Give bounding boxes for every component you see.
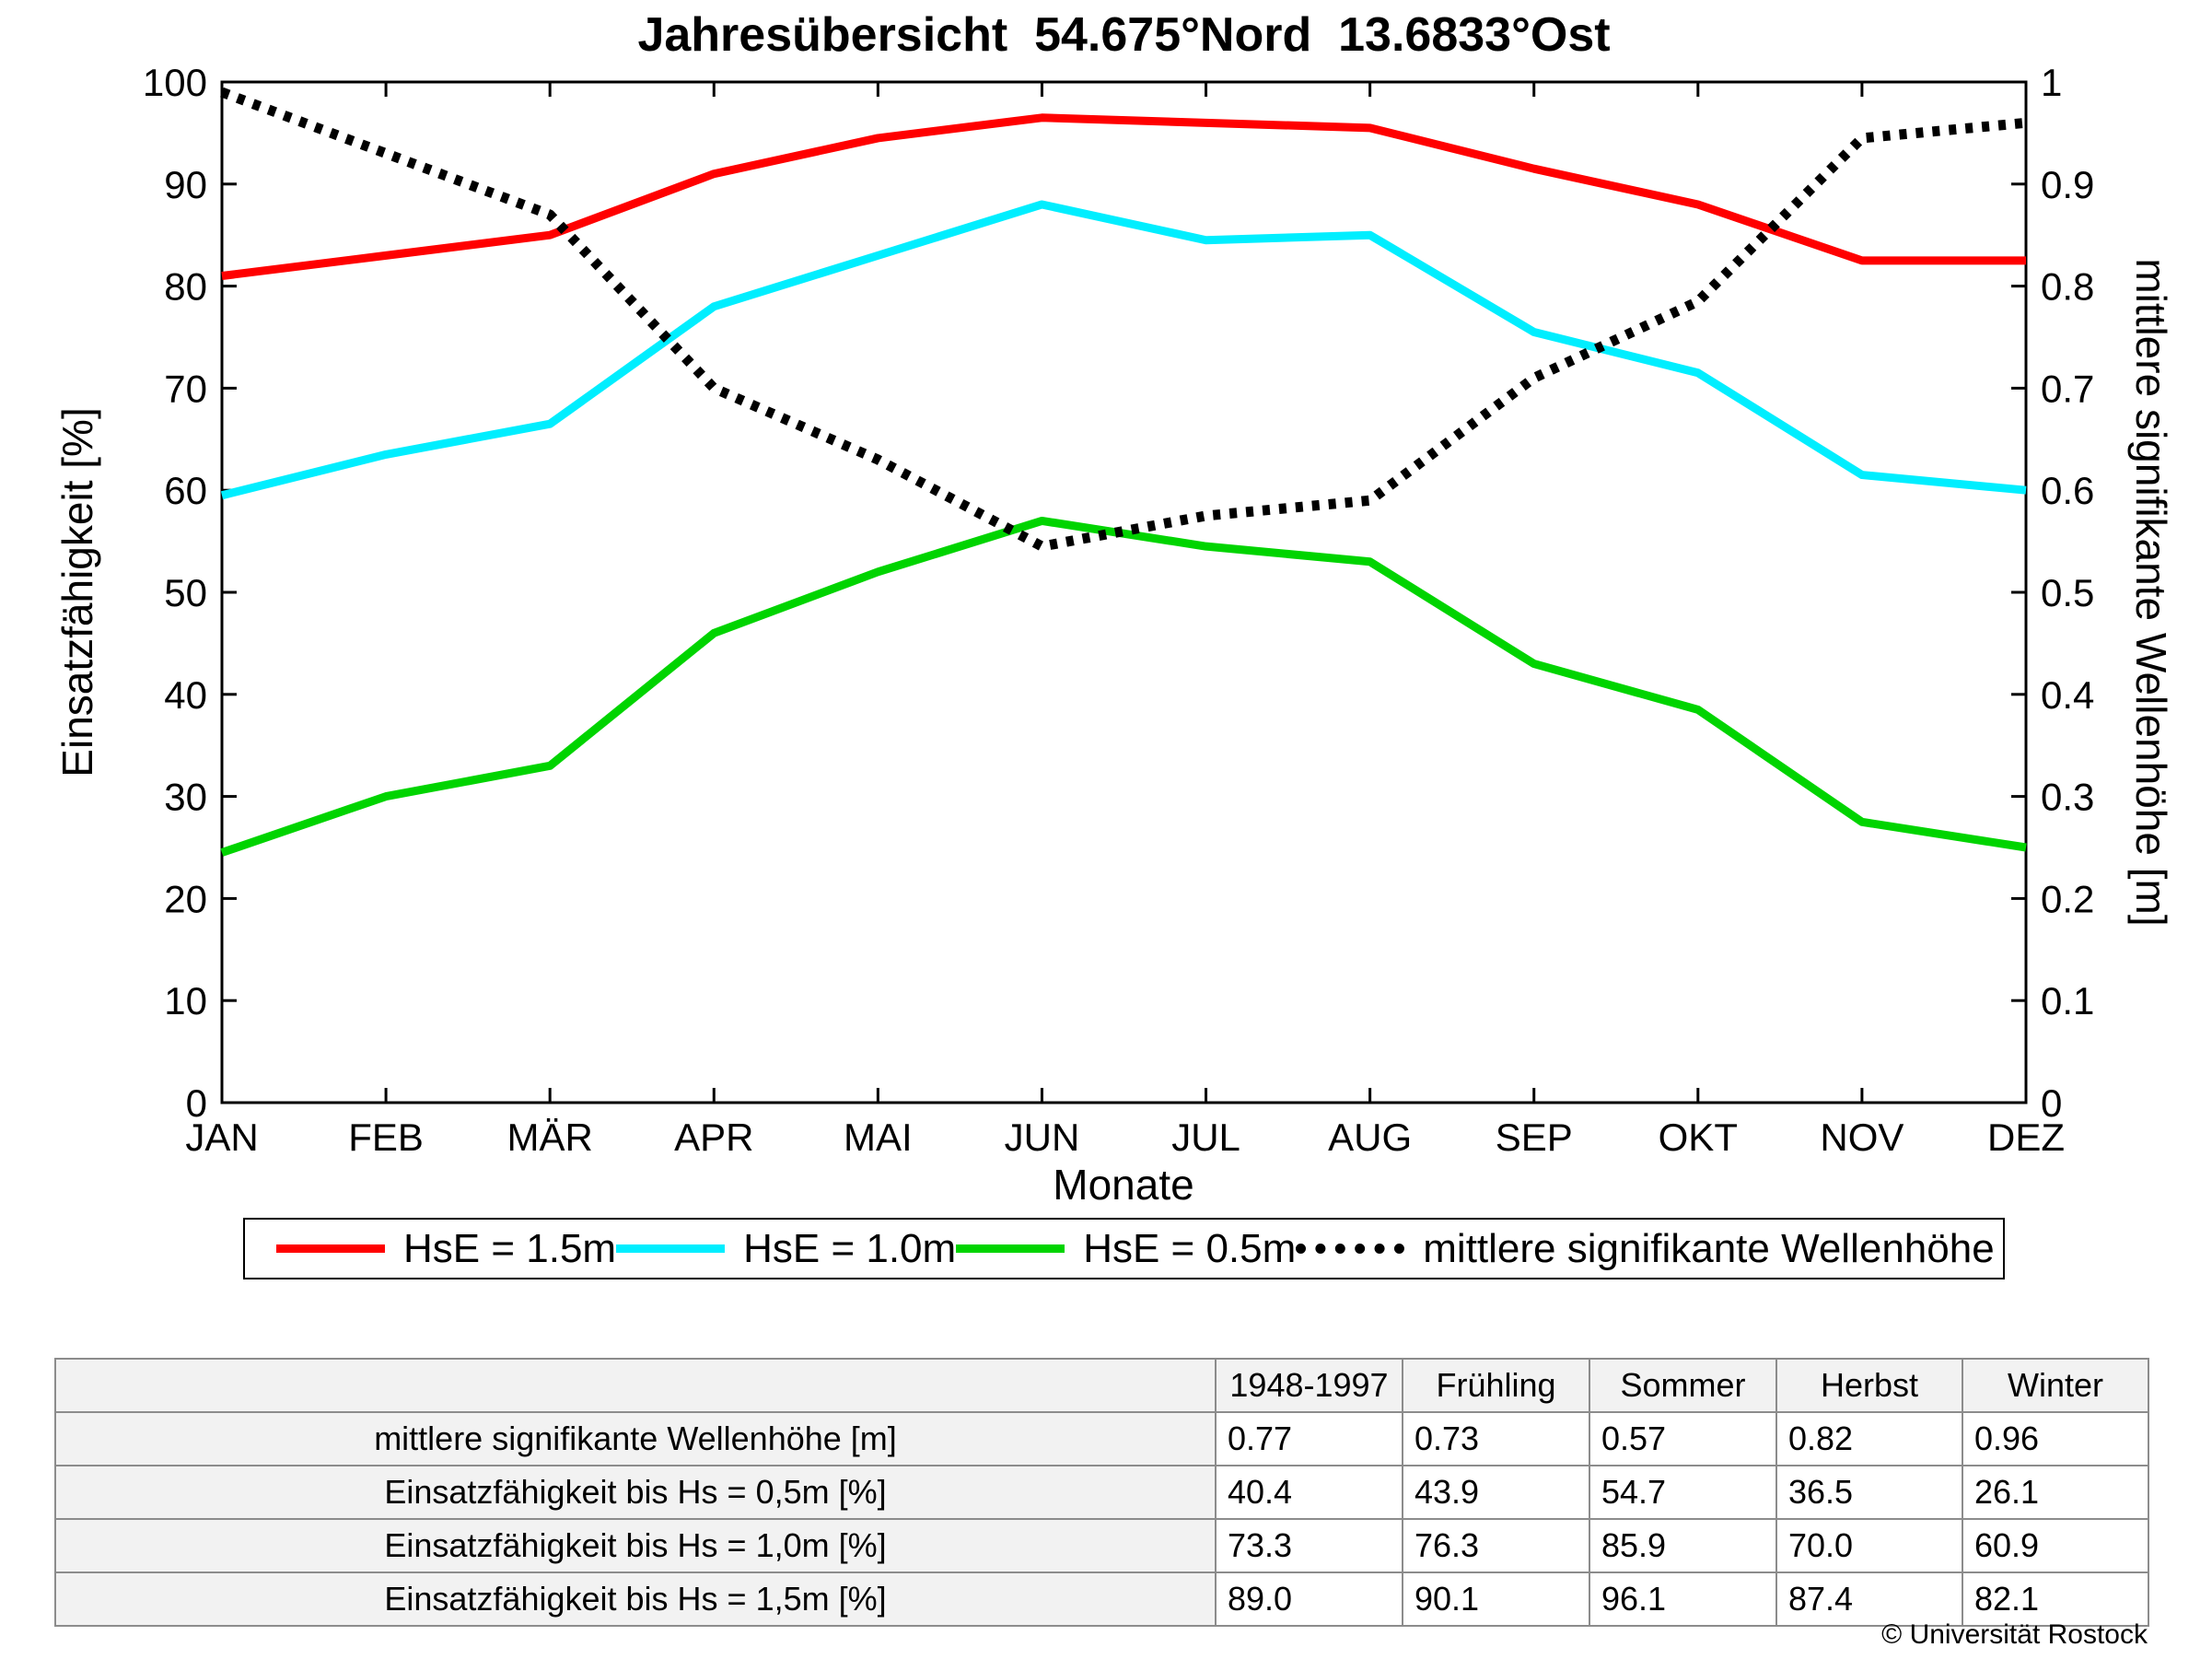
row-label: mittlere signifikante Wellenhöhe [m] bbox=[54, 1411, 1217, 1466]
y-axis-label-left: Einsatzfähigkeit [%] bbox=[53, 407, 101, 777]
y-tick-label-right: 0.2 bbox=[2041, 877, 2094, 920]
y-tick-label-right: 0.3 bbox=[2041, 776, 2094, 819]
y-tick-label-left: 60 bbox=[164, 469, 207, 512]
y-axis-label-right: mittlere signifikante Wellenhöhe [m] bbox=[2127, 258, 2175, 926]
x-tick-label: JUN bbox=[1005, 1116, 1080, 1159]
y-tick-label-left: 30 bbox=[164, 776, 207, 819]
legend-line-dotted-icon bbox=[1296, 1244, 1405, 1254]
y-tick-label-right: 0.1 bbox=[2041, 979, 2094, 1022]
cell-value: 70.0 bbox=[1775, 1518, 1963, 1573]
table-header-empty bbox=[54, 1358, 1217, 1413]
y-tick-label-left: 20 bbox=[164, 877, 207, 920]
table-row: mittlere signifikante Wellenhöhe [m] 0.7… bbox=[54, 1411, 2149, 1466]
table-header-winter: Winter bbox=[1962, 1358, 2149, 1413]
cell-value: 82.1 bbox=[1962, 1571, 2149, 1627]
y-tick-label-left: 90 bbox=[164, 163, 207, 206]
line-chart: Einsatzfähigkeit [%] mittlere signifikan… bbox=[53, 61, 2175, 1209]
table-header-fruehling: Frühling bbox=[1402, 1358, 1590, 1413]
x-tick-label: DEZ bbox=[1987, 1116, 2065, 1159]
table-header-row: 1948-1997 Frühling Sommer Herbst Winter bbox=[54, 1358, 2149, 1413]
legend-label: mittlere signifikante Wellenhöhe bbox=[1423, 1225, 1995, 1271]
legend-line-cyan-icon bbox=[616, 1244, 726, 1253]
y-tick-label-right: 0.7 bbox=[2041, 367, 2094, 410]
legend-item-hse-1-5m: HsE = 1.5m bbox=[276, 1226, 616, 1272]
legend-line-green-icon bbox=[956, 1244, 1065, 1253]
y-tick-label-left: 100 bbox=[143, 61, 207, 104]
y-tick-label-left: 80 bbox=[164, 265, 207, 309]
series-line-mittlere-signifikante-wellenh-he bbox=[220, 87, 2027, 552]
chart-legend: HsE = 1.5m HsE = 1.0m HsE = 0.5m mittler… bbox=[243, 1218, 2005, 1279]
x-tick-label: NOV bbox=[1820, 1116, 1903, 1159]
cell-value: 60.9 bbox=[1962, 1518, 2149, 1573]
y-tick-label-right: 1 bbox=[2041, 61, 2062, 104]
y-tick-label-left: 10 bbox=[164, 979, 207, 1022]
cell-value: 54.7 bbox=[1589, 1465, 1777, 1520]
legend-item-wellenhoehe: mittlere signifikante Wellenhöhe bbox=[1296, 1225, 1995, 1272]
chart-title: Jahresübersicht 54.675°Nord 13.6833°Ost bbox=[637, 8, 1611, 62]
legend-item-hse-0-5m: HsE = 0.5m bbox=[956, 1226, 1296, 1272]
y-tick-label-left: 50 bbox=[164, 571, 207, 614]
table-row: Einsatzfähigkeit bis Hs = 1,5m [%] 89.0 … bbox=[54, 1571, 2149, 1627]
x-axis-label: Monate bbox=[1053, 1161, 1193, 1209]
cell-value: 0.77 bbox=[1215, 1411, 1403, 1466]
cell-value: 85.9 bbox=[1589, 1518, 1777, 1573]
x-tick-label: FEB bbox=[348, 1116, 424, 1159]
plot-area: 0 10 20 30 40 50 60 70 80 90 100 0 0.1 0.2 0.3 0.4 0.5 0.… bbox=[143, 61, 2094, 1159]
legend-label: HsE = 1.5m bbox=[403, 1225, 617, 1271]
copyright-notice: © Universität Rostock bbox=[1881, 1619, 2148, 1650]
cell-value: 26.1 bbox=[1962, 1465, 2149, 1520]
y-tick-label-left: 70 bbox=[164, 367, 207, 410]
cell-value: 73.3 bbox=[1215, 1518, 1403, 1573]
y-tick-label-right: 0.8 bbox=[2041, 265, 2094, 309]
y-tick-label-right: 0.9 bbox=[2041, 163, 2094, 206]
cell-value: 0.73 bbox=[1402, 1411, 1590, 1466]
x-tick-label: JUL bbox=[1171, 1116, 1240, 1159]
cell-value: 43.9 bbox=[1402, 1465, 1590, 1520]
row-label: Einsatzfähigkeit bis Hs = 1,0m [%] bbox=[54, 1518, 1217, 1573]
x-tick-label: SEP bbox=[1496, 1116, 1573, 1159]
cell-value: 90.1 bbox=[1402, 1571, 1590, 1627]
legend-label: HsE = 1.0m bbox=[743, 1225, 957, 1271]
x-tick-label: MÄR bbox=[507, 1116, 593, 1159]
y-tick-label-right: 0.4 bbox=[2041, 673, 2094, 717]
y-tick-label-right: 0.5 bbox=[2041, 571, 2094, 614]
cell-value: 0.57 bbox=[1589, 1411, 1777, 1466]
legend-label: HsE = 0.5m bbox=[1083, 1225, 1297, 1271]
cell-value: 36.5 bbox=[1775, 1465, 1963, 1520]
cell-value: 76.3 bbox=[1402, 1518, 1590, 1573]
table-header-period: 1948-1997 bbox=[1215, 1358, 1403, 1413]
x-tick-label: MAI bbox=[844, 1116, 913, 1159]
table-header-sommer: Sommer bbox=[1589, 1358, 1777, 1413]
cell-value: 89.0 bbox=[1215, 1571, 1403, 1627]
y-tick-label-left: 40 bbox=[164, 673, 207, 717]
legend-line-red-icon bbox=[276, 1244, 385, 1253]
table-row: Einsatzfähigkeit bis Hs = 0,5m [%] 40.4 … bbox=[54, 1465, 2149, 1520]
cell-value: 0.96 bbox=[1962, 1411, 2149, 1466]
table-row: Einsatzfähigkeit bis Hs = 1,0m [%] 73.3 … bbox=[54, 1518, 2149, 1573]
x-tick-label: APR bbox=[674, 1116, 753, 1159]
series-line-hse-0-5m bbox=[220, 516, 2027, 857]
legend-item-hse-1-0m: HsE = 1.0m bbox=[616, 1226, 956, 1272]
cell-value: 0.82 bbox=[1775, 1411, 1963, 1466]
table-header-herbst: Herbst bbox=[1775, 1358, 1963, 1413]
y-tick-label-left: 0 bbox=[186, 1081, 207, 1125]
row-label: Einsatzfähigkeit bis Hs = 1,5m [%] bbox=[54, 1571, 1217, 1627]
cell-value: 96.1 bbox=[1589, 1571, 1777, 1627]
x-tick-label: OKT bbox=[1659, 1116, 1738, 1159]
y-tick-label-right: 0 bbox=[2041, 1081, 2062, 1125]
cell-value: 87.4 bbox=[1775, 1571, 1963, 1627]
season-statistics-table: 1948-1997 Frühling Sommer Herbst Winter … bbox=[54, 1358, 2149, 1627]
series-line-hse-1-5m bbox=[221, 113, 2026, 280]
y-tick-label-right: 0.6 bbox=[2041, 469, 2094, 512]
x-tick-label: JAN bbox=[185, 1116, 258, 1159]
row-label: Einsatzfähigkeit bis Hs = 0,5m [%] bbox=[54, 1465, 1217, 1520]
series-line-hse-1-0m bbox=[220, 200, 2027, 500]
x-tick-label: AUG bbox=[1328, 1116, 1412, 1159]
plot-box bbox=[220, 80, 2028, 1104]
cell-value: 40.4 bbox=[1215, 1465, 1403, 1520]
